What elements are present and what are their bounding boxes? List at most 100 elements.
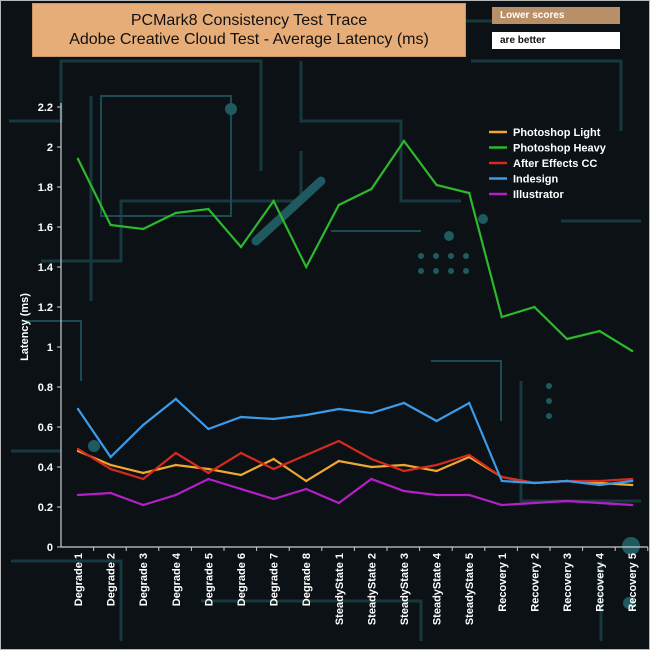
data-point-illustrator xyxy=(565,499,569,503)
data-point-indesign xyxy=(370,411,373,415)
data-point-illustrator xyxy=(370,477,373,481)
data-point-photoshop-heavy xyxy=(174,211,177,215)
data-point-illustrator xyxy=(533,501,536,505)
data-point-illustrator xyxy=(239,487,243,491)
data-point-photoshop-heavy xyxy=(305,265,308,269)
are-better-note: are better xyxy=(492,32,620,49)
chart-title: PCMark8 Consistency Test Trace xyxy=(130,12,368,29)
data-point-indesign xyxy=(435,419,438,423)
data-point-after-effects-cc xyxy=(207,471,210,475)
data-point-photoshop-heavy xyxy=(272,199,275,203)
data-point-illustrator xyxy=(435,493,438,497)
legend-label: Illustrator xyxy=(513,189,564,201)
data-point-indesign xyxy=(565,479,569,483)
data-point-photoshop-heavy xyxy=(76,157,80,161)
y-tick-label: 1.6 xyxy=(38,222,53,234)
data-point-photoshop-heavy xyxy=(565,337,569,341)
data-point-photoshop-heavy xyxy=(533,305,536,309)
data-point-photoshop-light xyxy=(239,473,243,477)
data-point-illustrator xyxy=(598,501,601,505)
data-point-photoshop-heavy xyxy=(207,207,210,211)
data-point-indesign xyxy=(142,423,145,427)
legend-label: Indesign xyxy=(513,174,559,186)
data-point-illustrator xyxy=(468,493,471,497)
data-point-indesign xyxy=(174,397,177,401)
data-point-indesign xyxy=(533,481,536,485)
data-point-photoshop-light xyxy=(207,467,210,471)
x-tick-label: Degrade 2 xyxy=(106,553,118,606)
data-point-after-effects-cc xyxy=(468,453,471,457)
data-point-indesign xyxy=(631,479,634,483)
y-tick-label: 1 xyxy=(47,342,53,354)
data-point-after-effects-cc xyxy=(435,463,438,467)
x-tick-label: Recovery 2 xyxy=(529,553,541,612)
legend-label: Photoshop Heavy xyxy=(513,143,607,155)
y-tick-label: 2 xyxy=(47,142,53,154)
x-tick-label: Degrade 6 xyxy=(236,553,248,606)
y-tick-label: 0.2 xyxy=(38,502,53,514)
data-point-photoshop-light xyxy=(272,457,275,461)
data-point-illustrator xyxy=(76,493,80,497)
x-tick-label: Degrade 7 xyxy=(269,553,281,606)
series-line-after-effects-cc xyxy=(77,439,633,485)
x-tick-label: SteadyState 3 xyxy=(399,553,411,625)
data-point-photoshop-light xyxy=(370,465,373,469)
data-point-indesign xyxy=(598,483,601,487)
data-point-photoshop-light xyxy=(435,469,438,473)
data-point-indesign xyxy=(207,427,210,431)
data-point-illustrator xyxy=(402,489,406,493)
x-tick-label: Recovery 4 xyxy=(595,552,607,612)
data-point-illustrator xyxy=(305,487,308,491)
data-point-illustrator xyxy=(174,493,177,497)
data-point-after-effects-cc xyxy=(272,467,275,471)
data-point-photoshop-light xyxy=(109,463,112,467)
data-point-indesign xyxy=(402,401,406,405)
chart-subtitle: Adobe Creative Cloud Test - Average Late… xyxy=(69,31,429,48)
y-tick-label: 0 xyxy=(47,542,53,554)
data-point-photoshop-light xyxy=(337,459,340,463)
data-point-illustrator xyxy=(272,497,275,501)
y-axis-label: Latency (ms) xyxy=(19,293,31,361)
x-tick-label: Degrade 4 xyxy=(171,552,183,606)
data-point-illustrator xyxy=(109,491,112,495)
data-point-illustrator xyxy=(207,477,210,481)
x-tick-label: Degrade 8 xyxy=(301,553,313,606)
data-point-after-effects-cc xyxy=(174,451,177,455)
data-point-photoshop-heavy xyxy=(631,349,634,353)
data-point-photoshop-light xyxy=(174,463,177,467)
data-point-photoshop-heavy xyxy=(337,203,340,207)
data-point-indesign xyxy=(272,417,275,421)
data-point-indesign xyxy=(468,401,471,405)
x-tick-label: SteadyState 4 xyxy=(432,552,444,625)
y-tick-label: 0.8 xyxy=(38,382,53,394)
data-point-indesign xyxy=(305,413,308,417)
lower-scores-note: Lower scores xyxy=(492,7,620,24)
data-point-after-effects-cc xyxy=(239,451,243,455)
data-point-after-effects-cc xyxy=(370,457,373,461)
data-point-after-effects-cc xyxy=(402,469,406,473)
x-tick-label: Recovery 5 xyxy=(627,553,639,612)
data-point-photoshop-heavy xyxy=(402,139,406,143)
data-point-photoshop-heavy xyxy=(435,183,438,187)
x-tick-label: Recovery 3 xyxy=(562,553,574,612)
data-point-photoshop-heavy xyxy=(142,227,145,231)
data-point-photoshop-heavy xyxy=(598,329,601,333)
data-point-indesign xyxy=(76,407,80,411)
data-point-after-effects-cc xyxy=(598,479,601,483)
data-point-indesign xyxy=(239,415,243,419)
data-point-after-effects-cc xyxy=(631,477,634,481)
data-point-photoshop-heavy xyxy=(370,187,373,191)
x-tick-label: SteadyState 2 xyxy=(366,553,378,625)
y-tick-label: 1.4 xyxy=(38,262,54,274)
data-point-after-effects-cc xyxy=(76,447,80,451)
data-point-illustrator xyxy=(142,503,145,507)
data-point-after-effects-cc xyxy=(142,477,145,481)
x-tick-label: Degrade 5 xyxy=(203,553,215,606)
chart-title-box: PCMark8 Consistency Test Trace Adobe Cre… xyxy=(32,3,466,57)
data-point-photoshop-light xyxy=(631,483,634,487)
data-point-photoshop-light xyxy=(598,481,601,485)
data-point-photoshop-heavy xyxy=(500,315,503,319)
x-tick-label: SteadyState 5 xyxy=(464,553,476,625)
data-point-photoshop-light xyxy=(305,479,308,483)
